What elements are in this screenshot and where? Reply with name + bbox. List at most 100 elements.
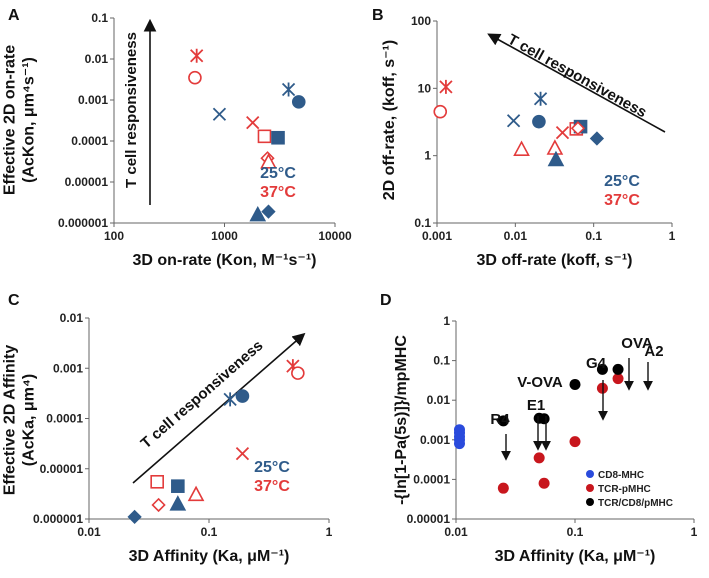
annotation-R4: R4 [490,411,510,428]
annotation-V-OVA: V-OVA [517,374,563,391]
data-point-diamond [151,497,166,513]
y-axis-title: -{ln[1-Pa(5s)]}/mpMHC [393,335,410,505]
data-point-triangle [260,153,277,169]
responsiveness-label: T cell responsiveness [505,31,650,121]
data-point-TCR/CD8/pMHC [538,413,550,425]
annotation-OVA: OVA [621,335,653,352]
panel-letter: D [380,292,392,309]
data-point-CD8-MHC [453,438,465,450]
data-point-x [555,125,570,140]
legend-37°C: 37°C [254,478,290,495]
legend-label: TCR/CD8/pMHC [598,498,673,509]
data-point-asterisk [533,91,548,106]
data-point-circle [433,104,448,119]
panel-letter: C [8,292,20,309]
y-tick-label: 100 [411,14,431,28]
annotation-G4: G4 [586,355,607,372]
data-point-x [235,446,250,461]
data-point-square [271,130,285,145]
x-tick-label: 100 [104,229,124,243]
y-tick-label: 0.001 [420,433,450,447]
legend-25°C: 25°C [254,459,290,476]
x-tick-label: 0.01 [77,525,101,539]
legend-marker [586,498,594,506]
legend-marker [586,484,594,492]
x-axis-title: 3D on-rate (Kon, M⁻¹s⁻¹) [133,252,317,269]
panel-D: D 0.01 0.1 1 0.00001 0.0001 0.001 0.01 0.1 1 -{ln[… [380,292,698,565]
legend-label: CD8-MHC [598,470,644,481]
panel-B: B 0.001 0.01 0.1 1 0.1 1 10 100 2D off-rate, (kof… [372,7,676,269]
data-point-TCR-pMHC [538,477,550,489]
data-point-triangle [546,139,564,155]
x-axis-title: 3D Affinity (Ka, μM⁻¹) [495,548,656,565]
data-point-TCR-pMHC [569,436,581,448]
data-point-triangle [187,485,205,502]
x-tick-label: 0.1 [201,525,218,539]
x-axis-title: 3D Affinity (Ka, μM⁻¹) [129,548,290,565]
x-tick-label: 0.001 [422,229,452,243]
legend-37°C: 37°C [604,192,640,209]
data-point-TCR/CD8/pMHC [612,363,624,375]
y-tick-label: 1 [443,314,450,328]
legend-25°C: 25°C [260,165,296,182]
x-tick-label: 0.01 [504,229,528,243]
x-tick-label: 1 [691,525,698,539]
legend-label: TCR-pMHC [598,484,651,495]
y-tick-label: 0.00001 [40,462,84,476]
data-point-square [257,129,272,144]
y-tick-label: 0.01 [85,52,109,66]
data-point-TCR-pMHC [612,373,624,385]
y-tick-label: 0.0001 [46,412,83,426]
responsiveness-arrow [487,33,666,133]
data-point-square [171,479,185,493]
data-point-diamond [589,131,605,146]
data-point-circle [235,389,250,403]
data-point-x [506,114,521,128]
y-axis-title: Effective 2D Affinity [2,345,19,496]
legend-37°C: 37°C [260,184,296,201]
panel-letter: A [8,7,20,24]
x-tick-label: 0.1 [585,229,602,243]
data-point-circle [188,70,202,85]
data-point-square [150,474,164,489]
x-tick-label: 1 [326,525,333,539]
x-tick-label: 1000 [211,229,238,243]
y-tick-label: 0.00001 [407,512,451,526]
data-point-diamond [261,204,276,219]
data-point-TCR/CD8/pMHC [569,378,581,390]
data-point-x [212,107,227,121]
y-axis-title: (AcKa, μm⁴) [21,374,38,466]
x-axis-title: 3D off-rate (koff, s⁻¹) [477,252,633,269]
y-tick-label: 0.0001 [71,134,108,148]
data-point-TCR-pMHC [533,452,545,464]
y-axis-title: Effective 2D on-rate [2,45,19,195]
data-point-asterisk [223,392,237,407]
x-tick-label: 1 [669,229,676,243]
y-tick-label: 1 [424,149,431,163]
x-tick-label: 0.1 [567,525,584,539]
legend-25°C: 25°C [604,173,640,190]
data-point-TCR/CD8/pMHC [596,363,608,375]
responsiveness-arrow [132,332,306,484]
data-point-asterisk [281,82,296,97]
y-axis-title: 2D off-rate, (koff, s⁻¹) [381,40,398,200]
data-point-circle [532,114,546,129]
y-tick-label: 0.001 [78,93,108,107]
data-point-TCR/CD8/pMHC [497,415,509,427]
panel-A: A 100 1000 10000 0.000001 0.00001 0.0001 0.001 0… [2,7,353,269]
y-tick-label: 0.00001 [65,175,109,189]
y-tick-label: 0.001 [53,361,83,375]
data-point-diamond [570,121,586,136]
data-point-asterisk [190,48,204,63]
data-point-asterisk [439,79,453,94]
panel-C: C 0.01 0.1 1 0.000001 0.00001 0.0001 0.001 0.01 E… [2,292,333,565]
y-tick-label: 0.1 [414,216,431,230]
y-tick-label: 10 [418,81,432,95]
data-point-triangle [513,140,530,156]
x-tick-label: 0.01 [444,525,468,539]
data-point-triangle [249,205,267,222]
y-tick-label: 0.000001 [33,512,83,526]
y-tick-label: 0.01 [60,311,84,325]
y-tick-label: 0.01 [427,393,451,407]
